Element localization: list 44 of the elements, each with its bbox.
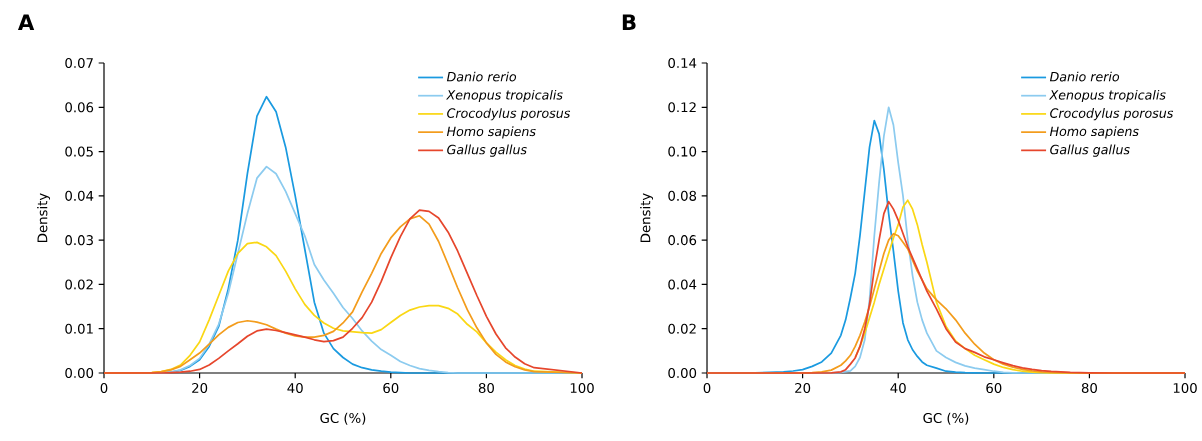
x-tick-label: 60 (986, 382, 1002, 394)
legend-label: Crocodylus porosus (1050, 108, 1174, 121)
legend-label: Xenopus tropicalis (446, 89, 563, 103)
legend-label: Crocodylus porosus (447, 108, 571, 121)
x-tick-label: 20 (795, 382, 811, 394)
y-tick-label: 0.01 (65, 323, 93, 334)
legend-label: Gallus gallus (1050, 144, 1130, 157)
x-tick-label: 40 (890, 382, 906, 394)
y-tick-label: 0.10 (668, 146, 697, 157)
legend-label: Xenopus tropicalis (1049, 89, 1166, 103)
y-tick-label: 0.14 (668, 57, 697, 69)
x-tick-label: 0 (100, 382, 108, 394)
y-tick-label: 0.03 (65, 235, 93, 246)
x-tick-label: 100 (1173, 382, 1197, 394)
x-tick-label: 80 (478, 382, 494, 394)
x-tick-label: 20 (192, 382, 208, 394)
legend-label: Danio rerio (446, 71, 517, 82)
y-tick-label: 0.07 (65, 57, 93, 69)
y-tick-label: 0.04 (65, 190, 94, 201)
x-tick-label: 0 (703, 382, 711, 394)
legend-label: Homo sapiens (446, 126, 536, 139)
y-tick-label: 0.04 (668, 279, 697, 290)
y-tick-label: 0.00 (65, 367, 94, 379)
y-tick-label: 0.05 (65, 146, 93, 157)
y-tick-label: 0.00 (668, 367, 697, 379)
y-tick-label: 0.02 (65, 279, 93, 290)
x-axis-title: GC (%) (320, 412, 366, 425)
x-tick-label: 40 (287, 382, 303, 394)
x-tick-label: 60 (383, 382, 399, 394)
y-tick-label: 0.12 (668, 102, 696, 113)
x-tick-label: 100 (570, 382, 594, 394)
chart-title: B (622, 14, 636, 30)
y-axis-title: Density (37, 193, 50, 242)
x-tick-label: 80 (1081, 382, 1097, 394)
x-axis-title: GC (%) (923, 412, 969, 425)
y-axis-title: Density (640, 193, 653, 242)
y-tick-label: 0.06 (65, 102, 94, 113)
chart-title: A (17, 14, 35, 30)
y-tick-label: 0.02 (668, 323, 696, 334)
legend-label: Gallus gallus (447, 144, 527, 157)
y-tick-label: 0.06 (668, 235, 697, 246)
y-tick-label: 0.08 (668, 190, 697, 201)
legend-label: Homo sapiens (1049, 126, 1139, 139)
legend-label: Danio rerio (1049, 71, 1120, 82)
